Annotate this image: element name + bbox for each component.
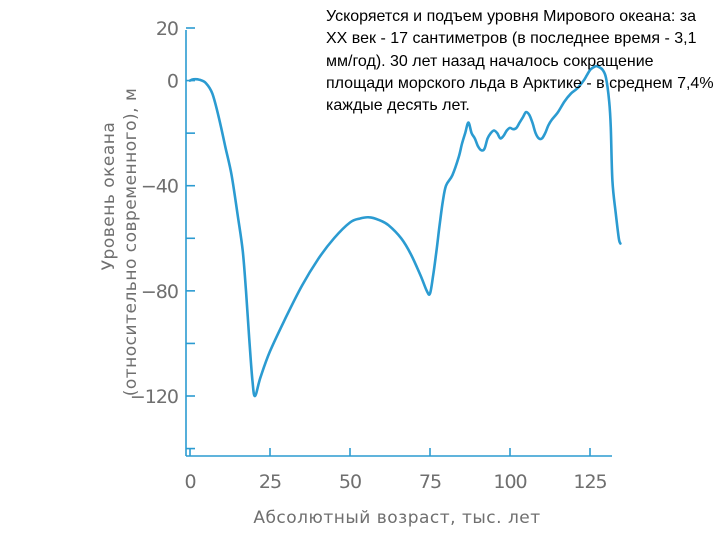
y-tick-label: 20 — [156, 18, 178, 40]
sea-level-series-line — [188, 64, 622, 398]
y-axis-title: Уровень океана (относительно современног… — [99, 88, 141, 397]
y-tick-label: −80 — [141, 281, 178, 303]
x-tick-label: 50 — [339, 471, 361, 493]
x-axis-ticks: 0 25 50 75 100 125 — [184, 448, 608, 493]
x-tick-label: 0 — [184, 471, 195, 493]
y-tick-label: −40 — [141, 176, 178, 198]
x-tick-label: 100 — [493, 471, 526, 493]
x-axis-title: Абсолютный возраст, тыс. лет — [253, 508, 540, 528]
y-axis-title-line1: Уровень океана — [99, 122, 119, 271]
caption-text: Ускоряется и подъем уровня Мирового океа… — [326, 8, 714, 115]
x-tick-label: 25 — [259, 471, 281, 493]
y-axis-ticks: 20 0 −40 −80 −120 — [130, 18, 195, 450]
y-tick-label: 0 — [167, 71, 178, 93]
x-tick-label: 75 — [419, 471, 441, 493]
y-axis-title-line2: (относительно современного), м — [121, 88, 141, 397]
y-tick-label: −120 — [130, 386, 178, 408]
x-tick-label: 125 — [573, 471, 606, 493]
